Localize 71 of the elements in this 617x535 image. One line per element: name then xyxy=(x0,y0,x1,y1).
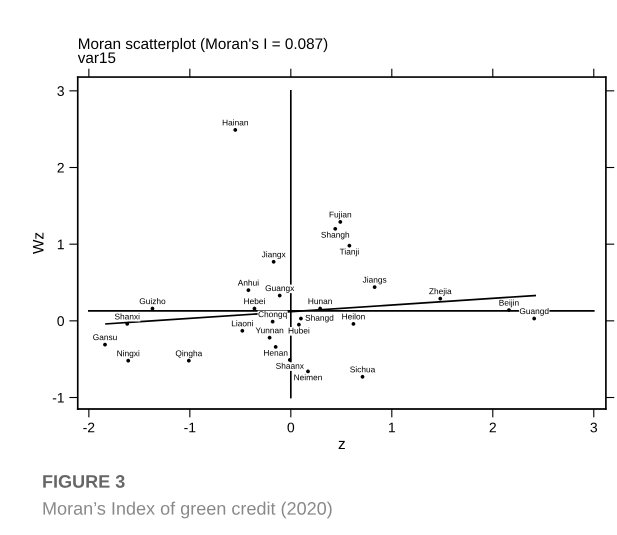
point xyxy=(288,358,292,362)
point xyxy=(338,220,342,224)
data-label: Shangd xyxy=(305,314,334,322)
chart-subtitle: var15 xyxy=(78,52,116,64)
point xyxy=(274,345,278,349)
data-label: Neimen xyxy=(294,374,322,380)
y-axis-title: Wz xyxy=(32,232,44,254)
caption: FIGURE 3 xyxy=(43,475,125,488)
data-label: Qingha xyxy=(176,350,202,358)
point xyxy=(347,244,352,248)
point xyxy=(240,328,244,333)
data-label: Shangh xyxy=(321,232,350,240)
chart-title: Moran scatterplot (Moran's I = 0.087) xyxy=(78,38,328,52)
point xyxy=(372,285,377,290)
point xyxy=(297,322,301,327)
point xyxy=(438,296,442,301)
point xyxy=(246,288,250,292)
point xyxy=(299,316,303,320)
x-tick-label: 3 xyxy=(590,422,598,432)
x-tick-label: -2 xyxy=(83,422,94,432)
point xyxy=(532,316,536,320)
data-label: Anhui xyxy=(238,280,259,286)
y-tick-label: 3 xyxy=(57,86,64,96)
point xyxy=(272,260,276,264)
x-axis-title: z xyxy=(338,440,345,449)
data-label: Liaoni xyxy=(232,320,253,326)
data-label: Shanxi xyxy=(114,313,140,320)
data-label: Hainan xyxy=(222,119,248,126)
y-tick-label: 1 xyxy=(58,240,64,250)
x-tick-label: -1 xyxy=(184,422,196,432)
y-tick-label: -1 xyxy=(52,392,64,403)
point xyxy=(278,294,282,298)
data-label: Yunnan xyxy=(256,327,284,334)
data-label: Jiangx xyxy=(262,251,286,260)
x-tick-label: 2 xyxy=(490,422,496,432)
point xyxy=(352,322,356,326)
text: Moran’s Index of green credit (2020) xyxy=(43,502,332,518)
point xyxy=(150,306,154,310)
x-tick-label: 0 xyxy=(288,422,294,432)
data-label: Beijin xyxy=(499,300,519,308)
point xyxy=(306,370,310,374)
point xyxy=(268,336,272,340)
point xyxy=(333,226,338,231)
point xyxy=(186,358,191,363)
data-label: Jiangs xyxy=(362,276,386,284)
point xyxy=(270,320,275,324)
data-label: Guizho xyxy=(140,298,166,304)
point xyxy=(360,374,364,379)
data-label: Guangd xyxy=(520,308,548,316)
y-tick-label: 0 xyxy=(57,316,64,326)
data-label: Ningxi xyxy=(117,350,140,358)
data-label: Shaanx xyxy=(276,362,304,369)
data-label: Henan xyxy=(264,350,288,356)
data-label: Guangx xyxy=(266,285,294,293)
point xyxy=(233,128,238,132)
point xyxy=(103,342,107,347)
data-label: Hubei xyxy=(288,327,310,334)
data-label: Sichua xyxy=(350,366,376,372)
y-tick-label: 2 xyxy=(58,162,64,173)
data-label: Gansu xyxy=(93,334,117,340)
data-label: Zhejia xyxy=(429,288,452,296)
point xyxy=(507,308,511,312)
data-label: Hunan xyxy=(308,298,332,304)
x-tick-label: 1 xyxy=(389,422,395,432)
data-label: Tianji xyxy=(340,248,359,256)
point xyxy=(126,358,130,363)
point xyxy=(252,306,256,310)
data-label: Heilon xyxy=(342,313,365,320)
data-label: Hebei xyxy=(244,298,265,304)
data-label: Chongq xyxy=(258,311,287,319)
data-label: Fujian xyxy=(330,211,352,220)
